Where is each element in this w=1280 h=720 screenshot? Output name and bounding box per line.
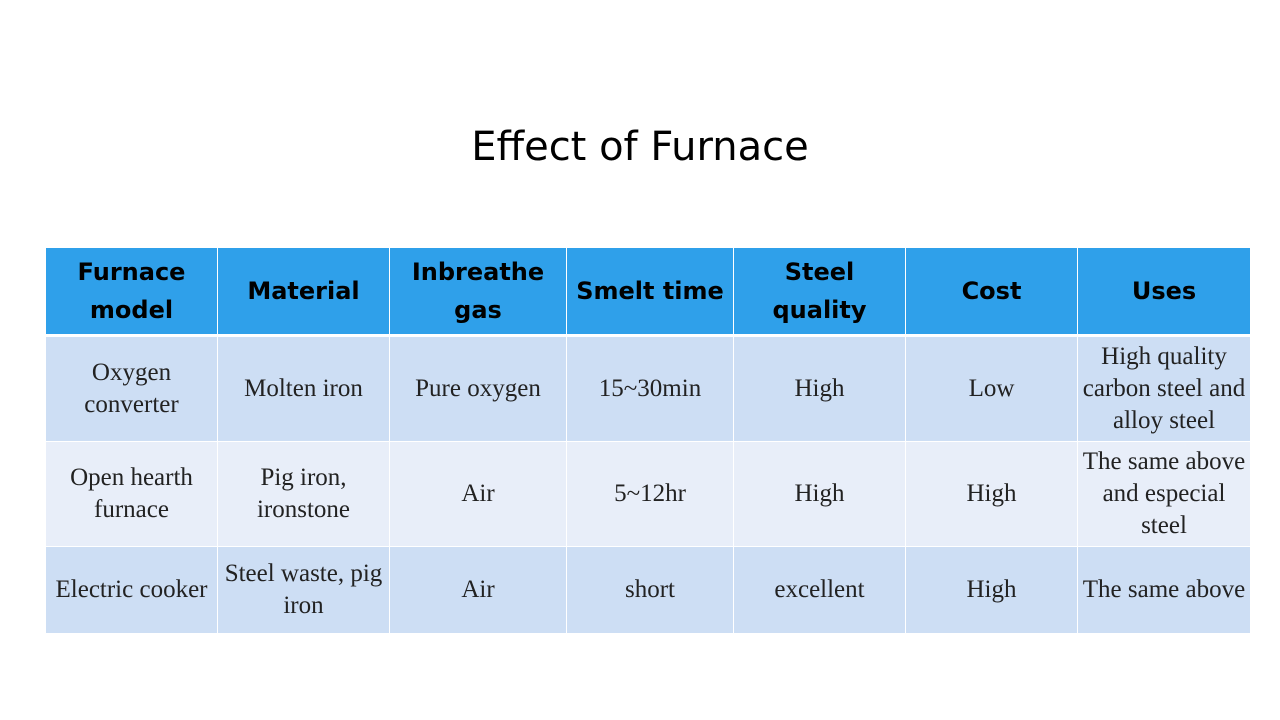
cell-smelt-time: short <box>567 547 734 634</box>
cell-material: Pig iron, ironstone <box>218 442 390 547</box>
furnace-table: Furnace model Material Inbreathe gas Sme… <box>46 248 1250 634</box>
cell-cost: High <box>906 547 1078 634</box>
header-furnace-model: Furnace model <box>46 248 218 337</box>
cell-smelt-time: 5~12hr <box>567 442 734 547</box>
header-row: Furnace model Material Inbreathe gas Sme… <box>46 248 1250 337</box>
cell-uses: High quality carbon steel and alloy stee… <box>1078 337 1250 442</box>
header-cost: Cost <box>906 248 1078 337</box>
cell-furnace-model: Electric cooker <box>46 547 218 634</box>
slide-title: Effect of Furnace <box>471 124 809 170</box>
cell-uses: The same above <box>1078 547 1250 634</box>
cell-inbreathe-gas: Pure oxygen <box>390 337 567 442</box>
cell-steel-quality: excellent <box>734 547 906 634</box>
table-row: Electric cooker Steel waste, pig iron Ai… <box>46 547 1250 634</box>
cell-material: Steel waste, pig iron <box>218 547 390 634</box>
header-material: Material <box>218 248 390 337</box>
header-steel-quality: Steel quality <box>734 248 906 337</box>
cell-furnace-model: Open hearth furnace <box>46 442 218 547</box>
cell-cost: High <box>906 442 1078 547</box>
cell-steel-quality: High <box>734 337 906 442</box>
header-smelt-time: Smelt time <box>567 248 734 337</box>
cell-steel-quality: High <box>734 442 906 547</box>
cell-uses: The same above and especial steel <box>1078 442 1250 547</box>
cell-smelt-time: 15~30min <box>567 337 734 442</box>
cell-inbreathe-gas: Air <box>390 547 567 634</box>
cell-inbreathe-gas: Air <box>390 442 567 547</box>
cell-cost: Low <box>906 337 1078 442</box>
table-row: Oxygen converter Molten iron Pure oxygen… <box>46 337 1250 442</box>
cell-material: Molten iron <box>218 337 390 442</box>
table-row: Open hearth furnace Pig iron, ironstone … <box>46 442 1250 547</box>
header-inbreathe-gas: Inbreathe gas <box>390 248 567 337</box>
header-uses: Uses <box>1078 248 1250 337</box>
cell-furnace-model: Oxygen converter <box>46 337 218 442</box>
